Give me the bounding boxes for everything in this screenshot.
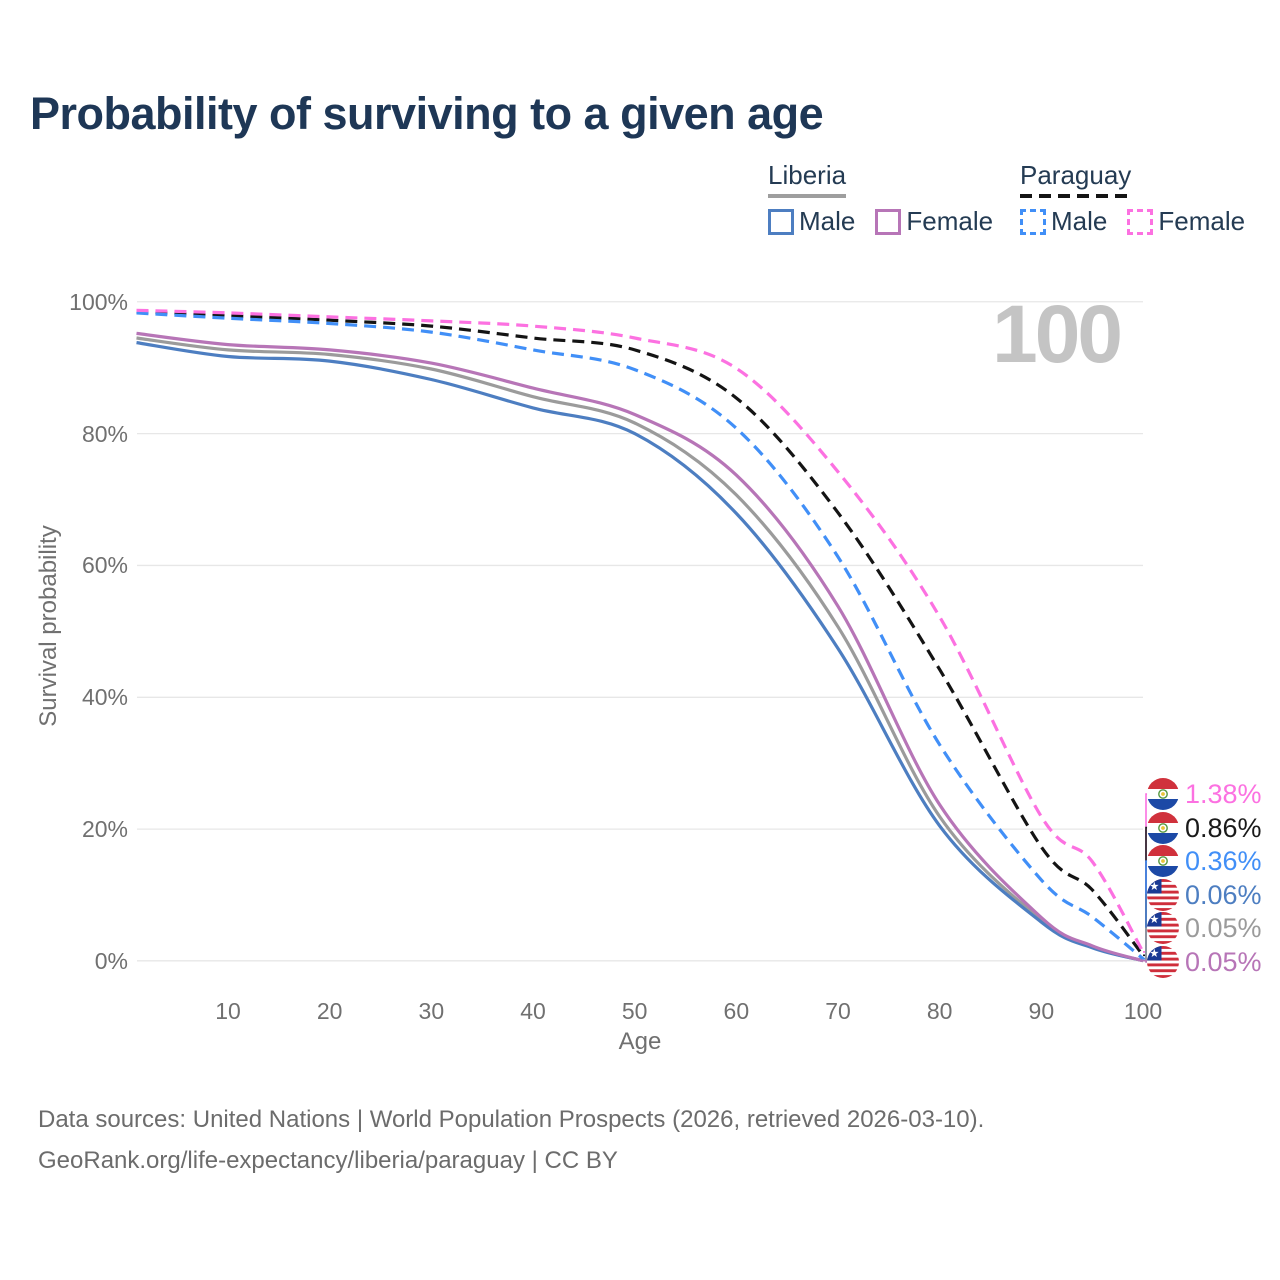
legend-country-liberia[interactable]: Liberia: [768, 160, 847, 198]
legend-item-liberia-female[interactable]: Female: [906, 206, 994, 236]
survival-probability-plot[interactable]: [0, 0, 1280, 1080]
curve-paraguay-both: [136, 310, 1145, 957]
y-axis-title: Survival probability: [35, 525, 62, 727]
end-value: 0.06%: [1185, 880, 1262, 910]
age-indicator-watermark: 100: [992, 289, 1123, 380]
end-label-liberia-male: 0.06%: [1147, 879, 1262, 911]
curve-liberia-male: [136, 341, 1144, 963]
end-label-paraguay-both: 0.86%: [1147, 812, 1262, 844]
legend-item-paraguay-female[interactable]: Female: [1158, 206, 1246, 236]
end-value: 0.05%: [1185, 913, 1262, 943]
paraguay-flag-icon: [1147, 845, 1179, 877]
end-value: 0.36%: [1185, 846, 1262, 876]
end-label-liberia-both: 0.05%: [1147, 912, 1262, 944]
liberia-flag-icon: [1147, 912, 1179, 944]
legend-country-label: Paraguay: [1020, 160, 1132, 190]
end-value: 0.86%: [1185, 813, 1262, 843]
liberia-male-swatch[interactable]: [768, 208, 794, 235]
curve-liberia-both: [136, 336, 1144, 963]
curve-liberia-female: [136, 331, 1144, 963]
paraguay-both-line-swatch: [1020, 194, 1132, 198]
curve-paraguay-male: [136, 311, 1145, 960]
paraguay-flag-icon: [1147, 778, 1179, 810]
end-value: 1.38%: [1185, 779, 1262, 809]
paraguay-female-swatch[interactable]: [1127, 208, 1154, 235]
paraguay-male-swatch[interactable]: [1020, 208, 1046, 235]
legend-group-liberia: Liberia Male Female: [768, 160, 1013, 237]
curve-paraguay-female: [136, 308, 1145, 953]
liberia-flag-icon: [1147, 946, 1179, 978]
legend-group-paraguay: Paraguay Male Female: [1020, 160, 1265, 237]
legend-country-label: Liberia: [768, 160, 847, 190]
end-value: 0.05%: [1185, 947, 1262, 977]
liberia-flag-icon: [1147, 879, 1179, 911]
attribution-line: GeoRank.org/life-expectancy/liberia/para…: [38, 1147, 618, 1174]
liberia-female-swatch[interactable]: [875, 208, 902, 235]
end-label-paraguay-male: 0.36%: [1147, 845, 1262, 877]
liberia-both-line-swatch: [768, 194, 847, 198]
end-label-liberia-female: 0.05%: [1147, 946, 1262, 978]
legend-item-liberia-male[interactable]: Male: [799, 206, 856, 236]
end-label-paraguay-female: 1.38%: [1147, 778, 1262, 810]
paraguay-flag-icon: [1147, 812, 1179, 844]
legend-country-paraguay[interactable]: Paraguay: [1020, 160, 1132, 198]
x-axis-title: Age: [618, 1028, 662, 1055]
data-source-line: Data sources: United Nations | World Pop…: [38, 1106, 985, 1133]
page-title: Probability of surviving to a given age: [30, 88, 824, 139]
legend-item-paraguay-male[interactable]: Male: [1051, 206, 1108, 236]
